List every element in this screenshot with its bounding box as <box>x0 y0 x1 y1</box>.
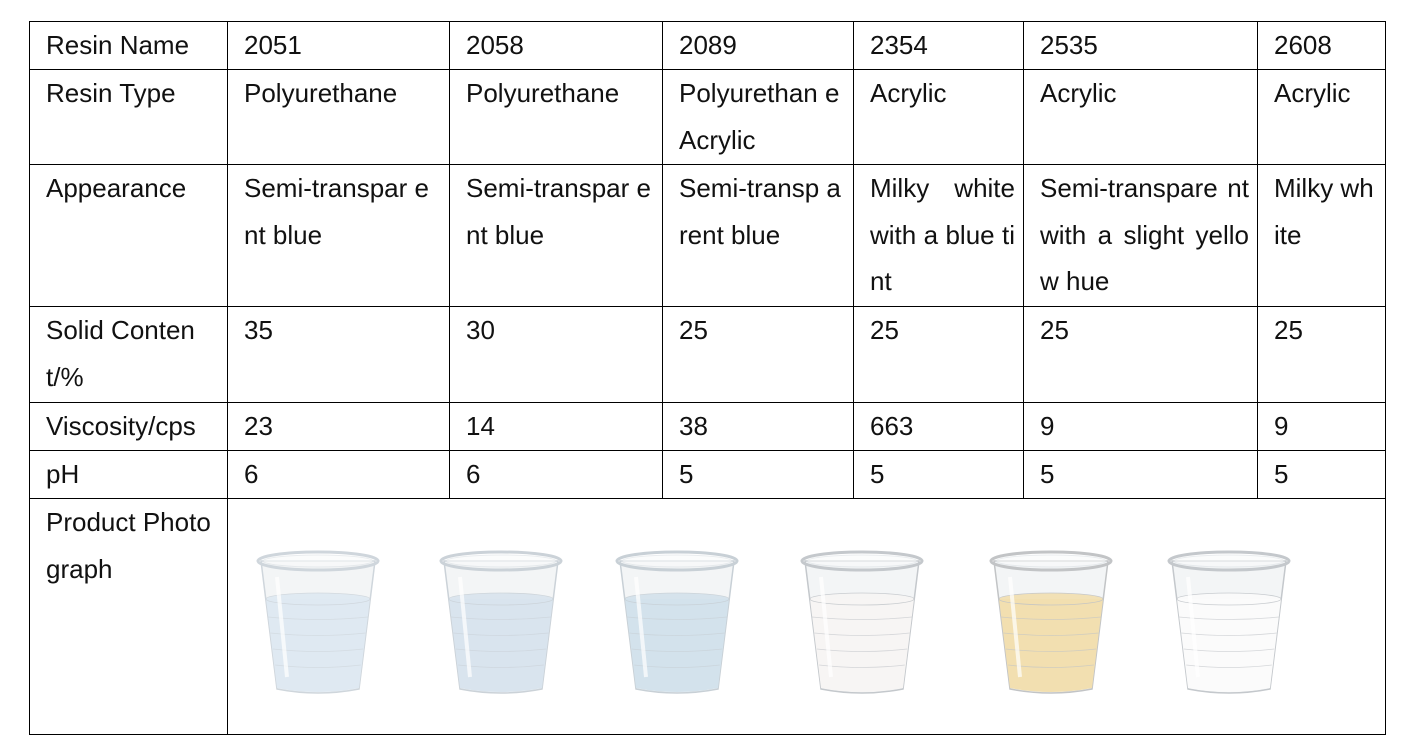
cell-appearance: Semi-transp arent blue <box>662 164 854 307</box>
cell-resin-type: Polyurethane <box>227 69 450 165</box>
cell-resin-name: 2608 <box>1257 21 1386 70</box>
cell-solid-content: 25 <box>853 306 1024 403</box>
cell-solid-content: 25 <box>1023 306 1258 403</box>
label-viscosity: Viscosity/cps <box>29 402 228 451</box>
cell-solid-content: 25 <box>1257 306 1386 403</box>
row-appearance: Appearance Semi-transpar ent blue Semi-t… <box>29 164 1386 307</box>
cell-ph: 5 <box>662 450 854 499</box>
cup-2354-image <box>800 550 924 694</box>
label-resin-type: Resin Type <box>29 69 228 165</box>
row-ph: pH 6 6 5 5 5 5 <box>29 450 1386 499</box>
cell-viscosity: 663 <box>853 402 1024 451</box>
label-product-photograph: Product Photograph <box>29 498 228 735</box>
cell-ph: 6 <box>227 450 450 499</box>
cell-ph: 6 <box>449 450 663 499</box>
label-resin-name: Resin Name <box>29 21 228 70</box>
cell-appearance: Milky white with a blue tint <box>853 164 1024 307</box>
resin-properties-table: Resin Name 2051 2058 2089 2354 2535 2608… <box>29 21 1386 735</box>
cell-resin-name: 2535 <box>1023 21 1258 70</box>
cell-ph: 5 <box>1257 450 1386 499</box>
cell-viscosity: 38 <box>662 402 854 451</box>
cell-solid-content: 30 <box>449 306 663 403</box>
cup-2051-image <box>256 550 380 694</box>
cell-solid-content: 35 <box>227 306 450 403</box>
cell-resin-name: 2058 <box>449 21 663 70</box>
cell-resin-type: Acrylic <box>853 69 1024 165</box>
cell-resin-type: Polyurethane <box>449 69 663 165</box>
label-ph: pH <box>29 450 228 499</box>
label-solid-content: Solid Content/% <box>29 306 228 403</box>
row-resin-name: Resin Name 2051 2058 2089 2354 2535 2608 <box>29 21 1386 70</box>
product-photograph <box>227 498 1386 735</box>
row-product-photograph: Product Photograph <box>29 498 1386 735</box>
cell-resin-type: Acrylic <box>1257 69 1386 165</box>
label-appearance: Appearance <box>29 164 228 307</box>
cup-2058-image <box>439 550 563 694</box>
cell-viscosity: 14 <box>449 402 663 451</box>
cell-ph: 5 <box>853 450 1024 499</box>
cell-appearance: Milky white <box>1257 164 1386 307</box>
cell-ph: 5 <box>1023 450 1258 499</box>
cell-viscosity: 23 <box>227 402 450 451</box>
cup-2535-image <box>989 550 1113 694</box>
row-resin-type: Resin Type Polyurethane Polyurethane Pol… <box>29 69 1386 165</box>
cell-appearance: Semi-transpare nt with a slight yellow h… <box>1023 164 1258 307</box>
cell-resin-type: Acrylic <box>1023 69 1258 165</box>
cell-resin-name: 2089 <box>662 21 854 70</box>
cell-viscosity: 9 <box>1257 402 1386 451</box>
cell-resin-type: Polyurethan e Acrylic <box>662 69 854 165</box>
cell-resin-name: 2051 <box>227 21 450 70</box>
row-solid-content: Solid Content/% 35 30 25 25 25 25 <box>29 306 1386 403</box>
cup-2608-image <box>1167 550 1291 694</box>
cell-solid-content: 25 <box>662 306 854 403</box>
cup-2089-image <box>615 550 739 694</box>
cell-appearance: Semi-transpar ent blue <box>449 164 663 307</box>
cell-appearance: Semi-transpar ent blue <box>227 164 450 307</box>
row-viscosity: Viscosity/cps 23 14 38 663 9 9 <box>29 402 1386 451</box>
cell-resin-name: 2354 <box>853 21 1024 70</box>
cell-viscosity: 9 <box>1023 402 1258 451</box>
